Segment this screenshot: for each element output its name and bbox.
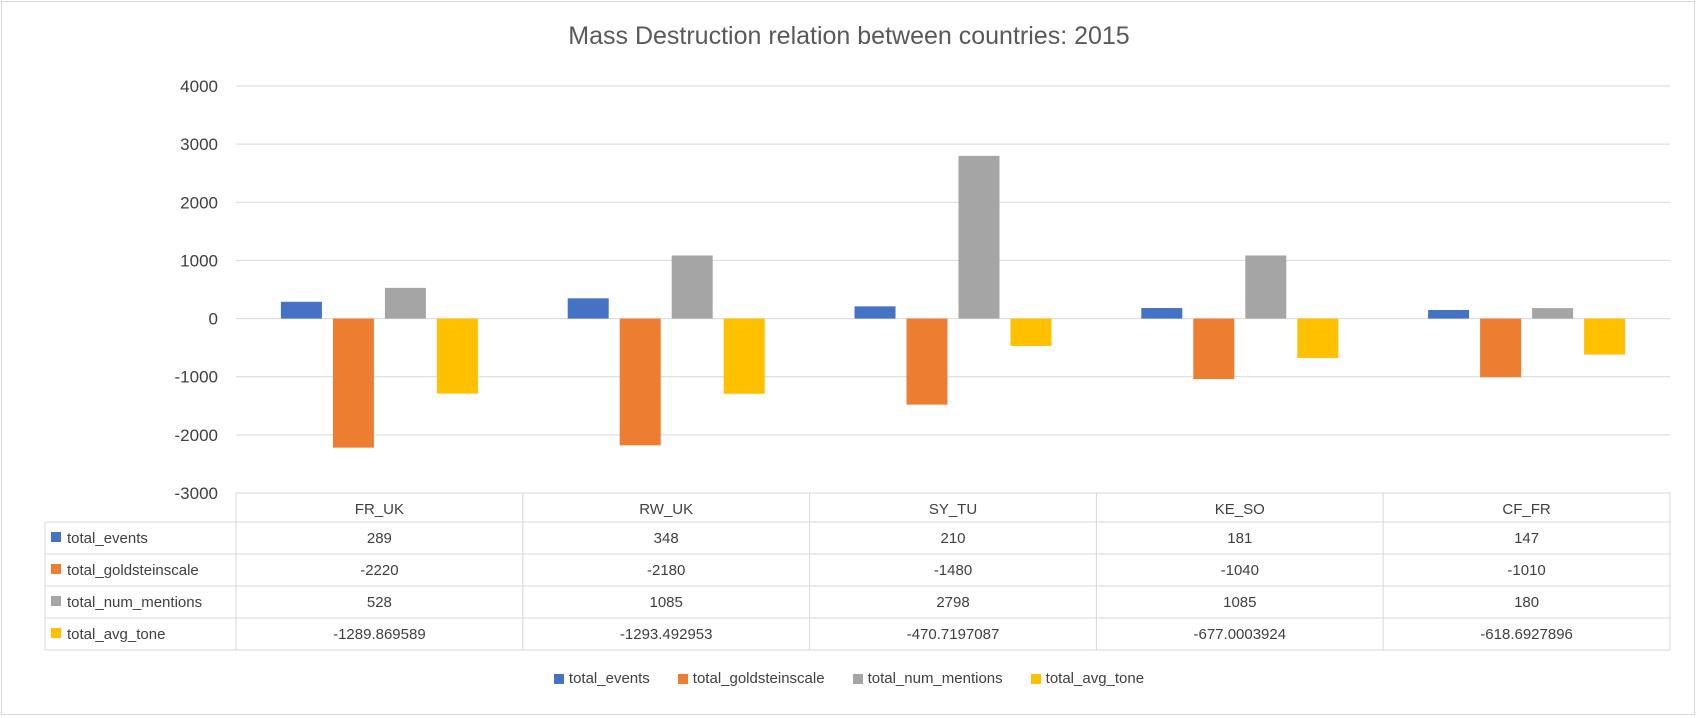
legend-item: total_events (553, 670, 650, 687)
table-cell-value: 181 (1227, 530, 1252, 547)
legend-swatch (677, 673, 688, 684)
table-series-label: total_num_mentions (67, 594, 202, 611)
y-tick-label: 3000 (180, 135, 218, 154)
table-cell-value: -618.6927896 (1480, 626, 1573, 643)
bar-total_avg_tone (436, 318, 478, 394)
legend-item: total_goldsteinscale (677, 670, 825, 687)
table-cell-value: 2798 (936, 594, 969, 611)
bar-total_goldsteinscale (1480, 318, 1522, 378)
bar-total_events (567, 298, 609, 319)
table-cell-value: -677.0003924 (1194, 626, 1287, 643)
category-label: RW_UK (639, 501, 693, 518)
table-swatch-total_num_mentions (51, 596, 61, 606)
bar-total_num_mentions (958, 155, 1000, 319)
category-label: SY_TU (929, 501, 977, 518)
legend-swatch (553, 673, 564, 684)
table-cell-value: 1085 (1223, 594, 1256, 611)
bar-total_events (280, 301, 322, 319)
y-tick-label: 1000 (180, 251, 218, 270)
table-cell-value: -2180 (647, 562, 685, 579)
bar-total_goldsteinscale (332, 318, 374, 448)
table-series-label: total_events (67, 530, 148, 547)
table-series-label: total_avg_tone (67, 626, 165, 643)
table-swatch-total_events (51, 532, 61, 542)
category-label: CF_FR (1502, 501, 1551, 518)
legend-label: total_num_mentions (867, 670, 1003, 687)
bar-total_events (854, 306, 896, 319)
table-swatch-total_goldsteinscale (51, 564, 61, 574)
bar-total_num_mentions (1245, 255, 1287, 319)
legend-swatch (1030, 673, 1041, 684)
table-cell-value: -1010 (1507, 562, 1545, 579)
table-cell-value: -1480 (934, 562, 972, 579)
bar-total_avg_tone (1297, 318, 1339, 358)
table-series-label: total_goldsteinscale (67, 562, 199, 579)
y-tick-label: -3000 (175, 484, 218, 503)
table-swatch-total_avg_tone (51, 628, 61, 638)
category-label: KE_SO (1215, 501, 1265, 518)
table-cell-value: 348 (654, 530, 679, 547)
y-tick-label: -2000 (175, 426, 218, 445)
legend-label: total_events (568, 670, 650, 687)
table-cell-value: 528 (367, 594, 392, 611)
bar-total_events (1141, 308, 1183, 319)
table-cell-value: -470.7197087 (907, 626, 1000, 643)
table-cell-value: -1293.492953 (620, 626, 713, 643)
bar-total_avg_tone (1584, 318, 1626, 355)
table-cell-value: 147 (1514, 530, 1539, 547)
chart-title: Mass Destruction relation between countr… (568, 22, 1130, 50)
table-cell-value: -1289.869589 (333, 626, 426, 643)
legend-label: total_goldsteinscale (692, 670, 825, 687)
bar-total_goldsteinscale (906, 318, 948, 405)
legend-item: total_avg_tone (1030, 670, 1145, 687)
bar-total_avg_tone (1010, 318, 1052, 346)
table-cell-value: 210 (940, 530, 965, 547)
table-cell-value: -1040 (1221, 562, 1259, 579)
category-label: FR_UK (355, 501, 404, 518)
table-cell-value: 180 (1514, 594, 1539, 611)
legend-swatch (852, 673, 863, 684)
table-cell-value: 289 (367, 530, 392, 547)
legend-item: total_num_mentions (852, 670, 1003, 687)
bar-total_avg_tone (723, 318, 765, 394)
table-cell-value: 1085 (650, 594, 683, 611)
chart-legend: total_events total_goldsteinscale total_nu… (0, 670, 1698, 687)
bar-total_goldsteinscale (619, 318, 661, 446)
legend-label: total_avg_tone (1045, 670, 1145, 687)
bar-total_goldsteinscale (1193, 318, 1235, 380)
y-tick-label: -1000 (175, 368, 218, 387)
y-tick-label: 4000 (180, 77, 218, 96)
bar-total_num_mentions (1532, 308, 1574, 319)
y-tick-label: 2000 (180, 193, 218, 212)
bar-total_events (1428, 310, 1470, 319)
table-cell-value: -2220 (360, 562, 398, 579)
y-tick-label: 0 (209, 310, 218, 329)
bar-total_num_mentions (671, 255, 713, 319)
bar-total_num_mentions (384, 287, 426, 319)
